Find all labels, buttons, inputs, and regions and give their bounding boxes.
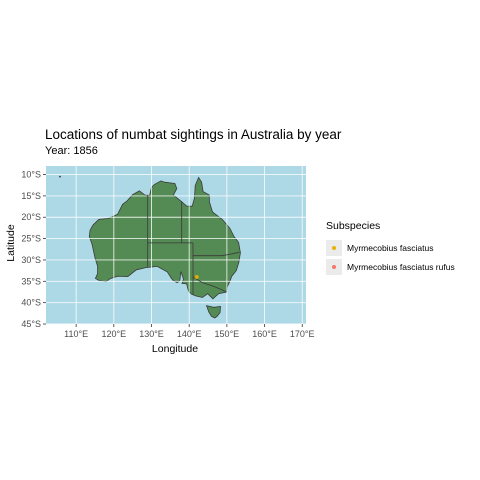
- x-tick-label: 140°E: [177, 329, 202, 339]
- x-tick-label: 120°E: [102, 329, 127, 339]
- tasmania-shape: [205, 305, 221, 319]
- x-tick-label: 170°E: [290, 329, 315, 339]
- legend: Subspecies Myrmecobius fasciatus Myrmeco…: [326, 220, 455, 276]
- y-tick-label: 45°S: [21, 319, 41, 329]
- y-axis-title: Latitude: [5, 224, 17, 262]
- x-tick-label: 160°E: [252, 329, 277, 339]
- legend-title: Subspecies: [326, 220, 381, 232]
- y-tick-label: 20°S: [21, 212, 41, 222]
- y-tick-label: 35°S: [21, 276, 41, 286]
- y-tick-label: 30°S: [21, 255, 41, 265]
- x-axis-title: Longitude: [152, 343, 198, 355]
- x-tick-label: 130°E: [139, 329, 164, 339]
- grid-lines: [46, 166, 306, 325]
- legend-dot: [332, 245, 336, 250]
- state-border: [193, 251, 240, 257]
- chart-title: Locations of numbat sightings in Austral…: [45, 127, 342, 142]
- legend-dot: [332, 264, 336, 269]
- y-tick-label: 10°S: [21, 170, 41, 180]
- y-tick-label: 25°S: [21, 234, 41, 244]
- legend-label: Myrmecobius fasciatus: [347, 242, 434, 253]
- chart-subtitle: Year: 1856: [45, 145, 98, 157]
- y-tick-label: 40°S: [21, 298, 41, 308]
- state-border: [192, 276, 227, 293]
- y-tick-label: 15°S: [21, 191, 41, 201]
- sighting-point-fasciatus: [194, 275, 199, 280]
- christmas-island-shape: [59, 175, 61, 178]
- legend-label: Myrmecobius fasciatus rufus: [347, 261, 455, 272]
- sighting-points: [194, 275, 199, 280]
- legend-item-rufus: Myrmecobius fasciatus rufus: [326, 257, 455, 276]
- x-tick-label: 110°E: [64, 329, 88, 339]
- axes: 110°E 120°E 130°E 140°E 150°E 160°E 170°E 10°S 1…: [21, 170, 314, 339]
- legend-key: [326, 239, 342, 256]
- legend-key: [326, 258, 342, 275]
- state-borders: [147, 195, 240, 295]
- x-tick-label: 150°E: [215, 329, 240, 339]
- legend-item-fasciatus: Myrmecobius fasciatus: [326, 238, 455, 257]
